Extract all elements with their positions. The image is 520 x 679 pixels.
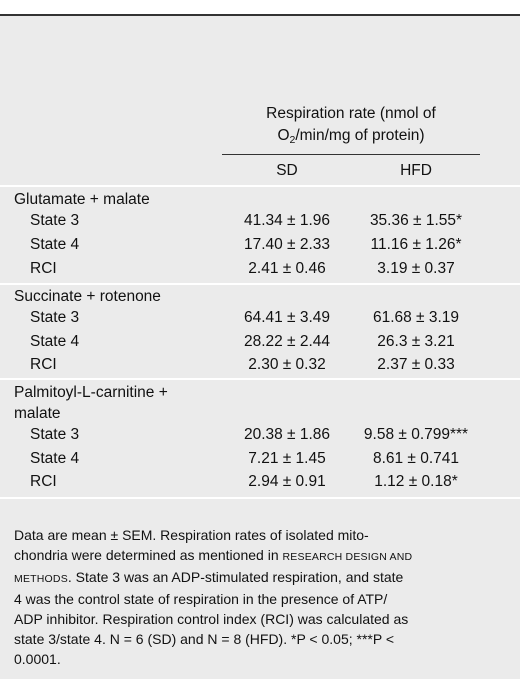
- top-rule: [0, 0, 520, 16]
- footnote-smallcaps: RESEARCH DESIGN AND: [282, 551, 413, 563]
- footnote-smallcaps: METHODS: [14, 573, 68, 585]
- cell-hfd: 1.12 ± 0.18*: [374, 473, 458, 490]
- table-row: RCI 2.30 ± 0.32 2.37 ± 0.33: [0, 353, 520, 377]
- footnote-line: 4 was the control state of respiration i…: [14, 591, 388, 607]
- cell-hfd: 35.36 ± 1.55*: [369, 212, 463, 229]
- footnote-line: ADP inhibitor. Respiration control index…: [14, 611, 409, 627]
- row-label: State 4: [30, 236, 80, 253]
- spanning-header-line1: Respiration rate (nmol of: [266, 105, 436, 122]
- group-label-palmitoyl-carnitine-malate: Palmitoyl-L-carnitine + malate: [14, 382, 214, 424]
- cell-sd: 2.30 ± 0.32: [248, 356, 326, 373]
- footnote-line: 0.0001.: [14, 651, 61, 667]
- table-row: State 3 64.41 ± 3.49 61.68 ± 3.19: [0, 306, 520, 330]
- cell-sd: 64.41 ± 3.49: [243, 309, 331, 326]
- footer-rule: [0, 497, 520, 499]
- table-row: State 4 28.22 ± 2.44 26.3 ± 3.21: [0, 330, 520, 354]
- spanning-header-rule: [222, 154, 480, 155]
- header-rule: [0, 185, 520, 187]
- group-label-glutamate-malate: Glutamate + malate: [14, 191, 150, 208]
- table-row: State 3 41.34 ± 1.96 35.36 ± 1.55*: [0, 209, 520, 233]
- cell-sd: 17.40 ± 2.33: [243, 236, 331, 253]
- table-row: State 3 20.38 ± 1.86 9.58 ± 0.799***: [0, 423, 520, 447]
- column-header-sd: SD: [276, 162, 298, 179]
- table-row: RCI 2.94 ± 0.91 1.12 ± 0.18*: [0, 470, 520, 494]
- row-label: RCI: [30, 260, 57, 277]
- cell-hfd: 11.16 ± 1.26*: [370, 236, 462, 253]
- row-label: RCI: [30, 473, 57, 490]
- cell-hfd: 26.3 ± 3.21: [377, 333, 455, 350]
- footnote-line: METHODS. State 3 was an ADP-stimulated r…: [14, 569, 404, 585]
- group-label-succinate-rotenone: Succinate + rotenone: [14, 288, 161, 305]
- row-label: State 4: [30, 450, 80, 467]
- table-row: State 4 17.40 ± 2.33 11.16 ± 1.26*: [0, 233, 520, 257]
- cell-hfd: 2.37 ± 0.33: [377, 356, 455, 373]
- row-label: State 3: [30, 212, 80, 229]
- cell-hfd: 8.61 ± 0.741: [372, 450, 460, 467]
- footnote-line: chondria were determined as mentioned in…: [14, 547, 413, 563]
- spanning-header: Respiration rate (nmol of O2/min/mg of p…: [222, 103, 480, 147]
- cell-sd: 20.38 ± 1.86: [243, 426, 331, 443]
- cell-hfd: 9.58 ± 0.799***: [363, 426, 469, 443]
- spanning-header-line2: O2/min/mg of protein): [277, 127, 425, 146]
- row-label: RCI: [30, 356, 57, 373]
- table-row: State 4 7.21 ± 1.45 8.61 ± 0.741: [0, 447, 520, 471]
- footnote-line: Data are mean ± SEM. Respiration rates o…: [14, 527, 369, 543]
- column-header-hfd: HFD: [400, 162, 432, 179]
- row-label: State 3: [30, 309, 80, 326]
- cell-sd: 41.34 ± 1.96: [243, 212, 331, 229]
- cell-sd: 7.21 ± 1.45: [248, 450, 326, 467]
- row-label: State 3: [30, 426, 80, 443]
- section-rule: [0, 283, 520, 285]
- group-label-line: malate: [14, 405, 61, 422]
- footnote-line: state 3/state 4. N = 6 (SD) and N = 8 (H…: [14, 631, 395, 647]
- table-footnote: Data are mean ± SEM. Respiration rates o…: [14, 525, 508, 669]
- row-label: State 4: [30, 333, 80, 350]
- cell-sd: 28.22 ± 2.44: [243, 333, 331, 350]
- cell-hfd: 61.68 ± 3.19: [372, 309, 460, 326]
- cell-sd: 2.94 ± 0.91: [248, 473, 326, 490]
- section-rule: [0, 378, 520, 380]
- table-panel: [0, 16, 520, 679]
- group-label-line: Palmitoyl-L-carnitine +: [14, 384, 168, 401]
- table-row: RCI 2.41 ± 0.46 3.19 ± 0.37: [0, 257, 520, 281]
- cell-sd: 2.41 ± 0.46: [248, 260, 326, 277]
- cell-hfd: 3.19 ± 0.37: [377, 260, 455, 277]
